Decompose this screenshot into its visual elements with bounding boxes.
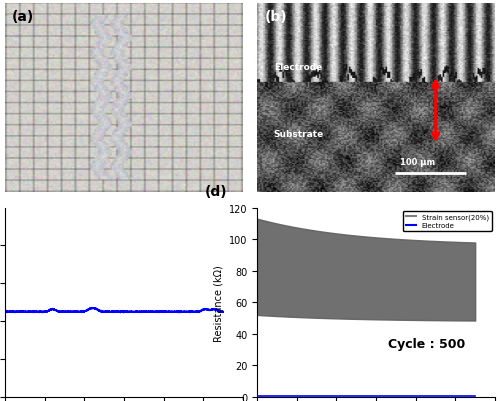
Y-axis label: Resistance (kΩ): Resistance (kΩ) — [214, 264, 224, 341]
Text: (a): (a) — [12, 10, 34, 24]
Text: (d): (d) — [205, 184, 228, 198]
Text: Substrate: Substrate — [274, 129, 324, 138]
Text: (b): (b) — [264, 10, 287, 24]
Text: 100 μm: 100 μm — [400, 158, 435, 166]
Text: Cycle : 500: Cycle : 500 — [388, 338, 465, 350]
Legend: Strain sensor(20%), Electrode: Strain sensor(20%), Electrode — [403, 211, 492, 232]
Text: Electrode: Electrode — [274, 63, 322, 72]
